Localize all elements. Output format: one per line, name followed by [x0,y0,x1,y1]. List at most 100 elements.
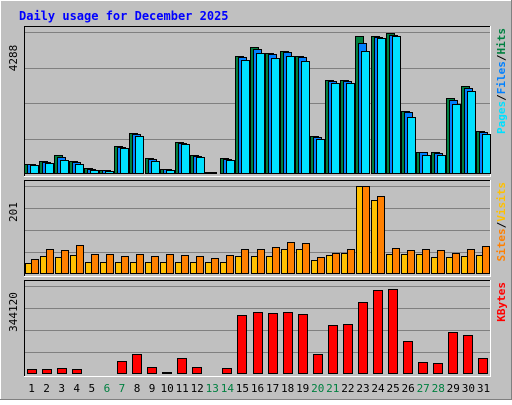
bar-pages-day-6 [105,171,114,174]
bar-sites-day-7 [121,256,129,274]
bar-files-day-13 [208,172,217,174]
x-tick-label-day-26: 26 [401,382,414,395]
bar-pages-day-21 [331,83,340,174]
panel-kbytes: 344120 KBytes [7,280,508,377]
x-tick-label-day-11: 11 [176,382,189,395]
bar-sites-day-28 [437,250,445,274]
x-tick-label-day-19: 19 [296,382,309,395]
bar-kbytes-day-19 [298,314,308,374]
bar-kbytes-day-11 [177,358,187,374]
bar-sites-day-12 [196,256,204,274]
bar-sites-day-31 [482,246,490,274]
bar-pages-day-31 [482,134,491,174]
bar-pages-day-19 [301,61,310,174]
legend-separator: / [495,54,508,61]
bar-pages-day-8 [135,136,144,174]
bar-pages-day-15 [241,60,250,174]
bar-sites-day-14 [226,255,234,274]
bar-kbytes-day-23 [358,302,368,374]
x-tick-label-day-17: 17 [266,382,279,395]
x-tick-label-day-31: 31 [477,382,490,395]
x-tick-label-day-6: 6 [104,382,111,395]
bar-kbytes-day-4 [72,369,82,374]
x-tick-label-day-10: 10 [160,382,173,395]
bar-kbytes-day-27 [418,362,428,374]
bar-pages-day-22 [346,83,355,174]
bar-pages-day-2 [45,163,54,174]
bar-kbytes-day-28 [433,363,443,374]
y-max-label: 344120 [7,292,20,332]
bar-pages-day-3 [60,160,69,174]
bar-pages-day-25 [392,36,401,174]
bar-kbytes-day-20 [313,354,323,374]
bar-kbytes-day-26 [403,341,413,374]
bar-kbytes-day-21 [328,325,338,374]
legend-item-files: Files [495,61,508,94]
y-max-label: 4288 [7,45,20,72]
bar-sites-day-23 [362,186,370,274]
bar-sites-day-10 [166,254,174,274]
legend: Sites/Visits [495,182,508,262]
bar-pages-day-4 [75,164,84,174]
bar-kbytes-day-18 [283,312,293,374]
bar-kbytes-day-30 [463,335,473,374]
bar-pages-day-17 [271,58,280,174]
bar-pages-day-9 [151,161,160,174]
bar-kbytes-day-9 [147,367,157,374]
bar-pages-day-1 [30,165,39,174]
bar-pages-day-30 [467,91,476,174]
bar-sites-day-27 [422,249,430,274]
bar-kbytes-day-29 [448,332,458,374]
x-tick-label-day-14: 14 [221,382,235,395]
bar-sites-day-6 [106,254,114,274]
bar-pages-day-28 [437,155,446,174]
chart-title: Daily usage for December 2025 [19,9,229,23]
bar-pages-day-12 [196,157,205,174]
bar-kbytes-day-1 [27,369,37,374]
chart-panels: 4288Pages/Files/Hits201Sites/Visits34412… [7,26,508,377]
bar-sites-day-20 [317,257,325,274]
bar-sites-day-24 [377,196,385,274]
x-tick-label-day-4: 4 [73,382,80,395]
y-max-label: 201 [7,202,20,222]
bar-sites-day-8 [136,254,144,274]
x-tick-label-day-3: 3 [58,382,65,395]
x-tick-label-day-24: 24 [371,382,385,395]
bar-kbytes-day-24 [373,290,383,374]
bar-sites-day-4 [76,245,84,274]
x-tick-label-day-30: 30 [462,382,475,395]
x-tick-label-day-13: 13 [206,382,219,395]
bar-sites-day-26 [407,250,415,274]
legend-item-visits: Visits [495,182,508,222]
legend-item-sites: Sites [495,228,508,261]
bar-sites-day-1 [31,259,39,274]
bar-kbytes-day-10 [162,372,172,374]
bar-kbytes-day-31 [478,358,488,374]
x-tick-label-day-21: 21 [326,382,339,395]
bar-sites-day-25 [392,248,400,274]
bar-kbytes-day-16 [253,312,263,374]
bar-sites-day-16 [257,249,265,274]
bar-pages-day-24 [377,38,386,174]
bar-sites-day-21 [332,253,340,274]
bar-pages-day-10 [166,170,175,174]
bar-pages-day-18 [286,56,295,174]
bar-pages-day-14 [226,160,235,174]
x-tick-label-day-25: 25 [386,382,399,395]
bar-sites-day-30 [467,249,475,274]
bar-pages-day-7 [120,148,129,174]
legend-separator: / [495,94,508,101]
legend-item-kbytes: KBytes [495,282,508,322]
x-tick-label-day-2: 2 [43,382,50,395]
bar-sites-day-3 [61,250,69,274]
bar-pages-day-23 [361,51,370,174]
bar-sites-day-13 [211,258,219,274]
x-tick-label-day-5: 5 [88,382,95,395]
bar-sites-day-2 [46,249,54,274]
bar-sites-day-17 [272,247,280,274]
bar-kbytes-day-22 [343,324,353,374]
x-tick-label-day-23: 23 [356,382,369,395]
bar-pages-day-11 [181,144,190,174]
